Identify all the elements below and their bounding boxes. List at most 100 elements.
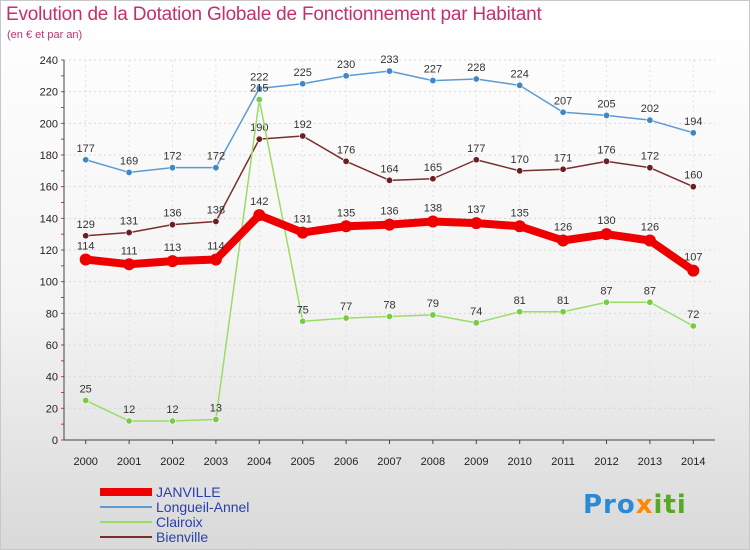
data-point	[255, 96, 263, 104]
data-label: 160	[684, 170, 702, 182]
data-label: 75	[297, 304, 309, 316]
data-point	[385, 312, 393, 320]
data-label: 131	[294, 214, 312, 226]
data-label: 114	[77, 241, 95, 253]
y-tick-label: 0	[52, 435, 58, 447]
data-point	[472, 156, 480, 164]
data-label: 13	[210, 402, 222, 414]
data-point	[296, 226, 309, 239]
legend-label: Longueil-Annel	[156, 499, 249, 515]
x-tick-label: 2009	[464, 456, 488, 468]
data-point	[429, 77, 437, 85]
data-label: 138	[424, 203, 442, 215]
data-point	[169, 417, 177, 425]
data-label: 137	[467, 204, 485, 216]
data-point	[209, 253, 222, 266]
y-tick-label: 140	[40, 213, 58, 225]
data-label: 205	[597, 98, 615, 110]
data-point	[602, 111, 610, 119]
data-point	[557, 234, 570, 247]
data-point	[342, 314, 350, 322]
x-tick-label: 2012	[594, 456, 618, 468]
data-point	[513, 220, 526, 233]
y-tick-label: 240	[40, 55, 58, 67]
x-tick-label: 2008	[421, 456, 445, 468]
data-point	[470, 217, 483, 230]
legend-label: Bienville	[156, 529, 208, 545]
data-point	[82, 156, 90, 164]
data-label: 170	[511, 154, 529, 166]
x-tick-label: 2007	[377, 456, 401, 468]
data-label: 81	[514, 295, 526, 307]
data-label: 126	[554, 222, 572, 234]
data-label: 172	[641, 151, 659, 163]
y-tick-label: 120	[40, 245, 58, 257]
x-tick-label: 2003	[204, 456, 228, 468]
data-label: 177	[467, 143, 485, 155]
data-label: 172	[163, 151, 181, 163]
data-label: 227	[424, 64, 442, 76]
data-point	[342, 157, 350, 165]
x-tick-label: 2014	[681, 456, 705, 468]
data-point	[299, 80, 307, 88]
data-label: 136	[163, 208, 181, 220]
data-point	[125, 229, 133, 237]
data-label: 176	[337, 144, 355, 156]
data-label: 176	[597, 144, 615, 156]
x-tick-label: 2000	[73, 456, 97, 468]
data-point	[602, 157, 610, 165]
x-tick-label: 2010	[507, 456, 531, 468]
data-point	[559, 165, 567, 173]
y-tick-label: 220	[40, 87, 58, 99]
data-label: 230	[337, 59, 355, 71]
data-label: 12	[123, 404, 135, 416]
y-tick-label: 60	[46, 340, 58, 352]
data-label: 74	[470, 306, 482, 318]
data-label: 207	[554, 95, 572, 107]
data-point	[79, 253, 92, 266]
data-label: 233	[380, 54, 398, 66]
data-label: 131	[120, 216, 138, 228]
data-point	[472, 75, 480, 83]
data-label: 138	[207, 205, 225, 217]
data-label: 224	[511, 68, 529, 80]
data-point	[646, 116, 654, 124]
data-point	[385, 67, 393, 75]
data-label: 142	[250, 196, 268, 208]
data-label: 107	[684, 252, 702, 264]
data-point	[383, 218, 396, 231]
y-tick-label: 100	[40, 277, 58, 289]
data-label: 136	[380, 206, 398, 218]
chart-title: Evolution de la Dotation Globale de Fonc…	[6, 4, 542, 25]
data-label: 215	[250, 83, 268, 95]
data-label: 172	[207, 151, 225, 163]
data-label: 87	[600, 285, 612, 297]
data-label: 81	[557, 295, 569, 307]
data-point	[169, 164, 177, 172]
x-tick-label: 2002	[160, 456, 184, 468]
data-point	[212, 218, 220, 226]
x-tick-label: 2011	[551, 456, 575, 468]
data-label: 169	[120, 155, 138, 167]
data-label: 202	[641, 103, 659, 115]
legend-label: Clairoix	[156, 514, 203, 530]
data-label: 129	[77, 219, 95, 231]
data-point	[600, 228, 613, 241]
data-label: 126	[641, 222, 659, 234]
data-label: 164	[380, 163, 398, 175]
legend-label: JANVILLE	[156, 484, 221, 500]
data-label: 130	[597, 215, 615, 227]
data-point	[687, 264, 700, 277]
data-label: 114	[207, 241, 225, 253]
data-label: 113	[164, 242, 182, 254]
data-point	[166, 255, 179, 268]
data-point	[559, 308, 567, 316]
data-point	[472, 319, 480, 327]
data-point	[342, 72, 350, 80]
data-label: 79	[427, 298, 439, 310]
data-label: 194	[684, 116, 702, 128]
data-point	[299, 317, 307, 325]
y-tick-label: 80	[46, 308, 58, 320]
y-tick-label: 40	[46, 372, 58, 384]
